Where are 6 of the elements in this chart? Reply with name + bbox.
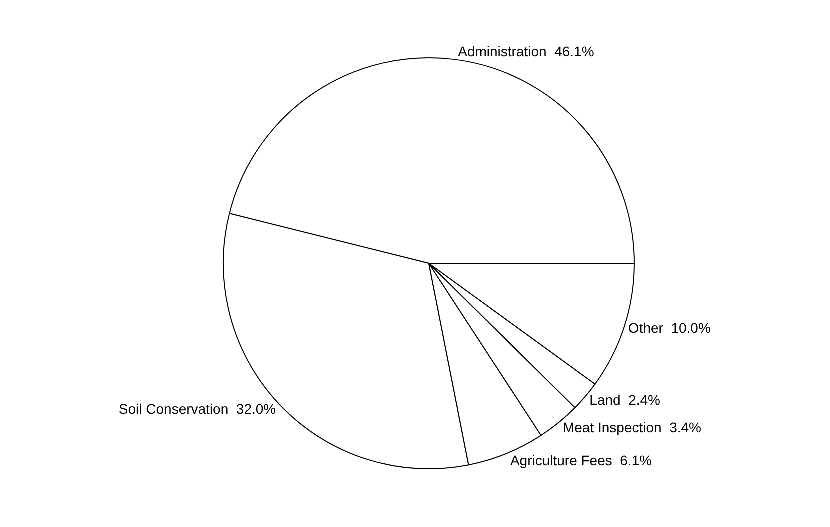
slice-label: Soil Conservation 32.0% (118, 400, 276, 417)
slice-label: Agriculture Fees 6.1% (510, 452, 652, 469)
slice-label: Meat Inspection 3.4% (562, 419, 702, 436)
slice-label: Land 2.4% (590, 392, 661, 408)
slice-label: Administration 46.1% (458, 44, 594, 60)
slice-label: Other 10.0% (628, 320, 711, 336)
